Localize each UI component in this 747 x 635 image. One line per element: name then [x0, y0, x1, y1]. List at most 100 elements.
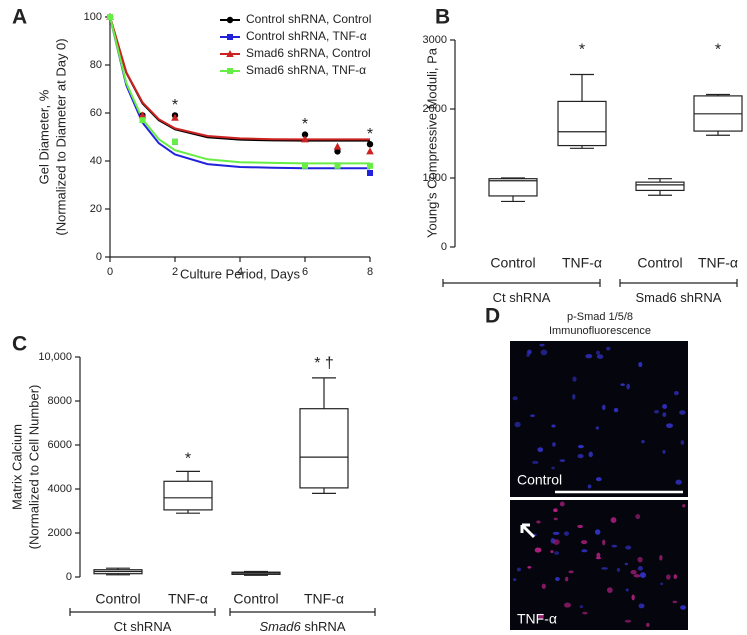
cell — [624, 619, 632, 623]
cell — [531, 460, 539, 465]
data-point — [172, 138, 178, 145]
data-point — [366, 147, 374, 155]
category-label: TNF-α — [304, 591, 344, 607]
y-axis-label: (Normalized to Cell Number) — [26, 385, 41, 550]
cell — [537, 447, 544, 453]
cell — [553, 508, 558, 513]
y-tick-label: 0 — [441, 241, 447, 253]
cell — [606, 587, 613, 594]
cell — [659, 555, 663, 561]
cell — [559, 501, 565, 507]
y-axis-label: (Normalized to Diameter at Day 0) — [53, 38, 68, 235]
cell — [613, 407, 619, 413]
cell — [602, 404, 606, 411]
cell — [638, 361, 643, 368]
panel-label: D — [485, 305, 500, 328]
y-tick-label: 20 — [90, 203, 102, 215]
legend-marker — [227, 34, 233, 40]
panel-label: A — [12, 6, 27, 29]
cell — [565, 576, 569, 582]
data-point — [301, 131, 309, 138]
fit-curve — [109, 16, 370, 170]
cell — [646, 622, 650, 627]
x-tick-label: 2 — [172, 266, 178, 278]
y-axis-label: Young’s Compressive Moduli, Pa — [424, 47, 439, 238]
y-tick-label: 1000 — [423, 172, 447, 184]
image-title: Immunofluorescence — [549, 325, 651, 337]
cell — [568, 570, 574, 574]
cell — [563, 531, 570, 536]
annotation: * — [172, 97, 178, 114]
annotation: * — [715, 42, 721, 59]
cell — [539, 343, 545, 347]
fit-curve — [109, 16, 370, 141]
cell — [595, 426, 600, 430]
cell — [564, 602, 571, 608]
cell — [654, 410, 659, 414]
cell — [631, 594, 635, 601]
cell — [635, 514, 641, 520]
cell — [582, 611, 588, 615]
legend-marker — [226, 50, 234, 57]
group-label-part: Ct shRNA — [114, 619, 172, 634]
cell — [553, 539, 560, 545]
x-tick-label: 0 — [107, 266, 113, 278]
cell — [672, 600, 678, 604]
cell — [572, 376, 577, 382]
data-point — [367, 170, 373, 176]
cell — [577, 444, 584, 449]
category-label: Control — [233, 591, 278, 607]
cell — [587, 484, 592, 489]
y-tick-label: 40 — [90, 155, 102, 167]
data-point — [334, 162, 341, 169]
cell — [596, 552, 601, 558]
legend-marker — [227, 68, 233, 74]
fit-curve — [109, 16, 370, 165]
x-tick-label: 4 — [237, 266, 243, 278]
cell — [540, 349, 548, 356]
data-point — [301, 135, 309, 143]
cell — [588, 451, 593, 458]
cell — [675, 479, 682, 485]
cell — [555, 577, 560, 582]
legend-marker — [226, 16, 234, 24]
cell — [572, 393, 576, 400]
cell — [662, 449, 666, 454]
legend-label: Control shRNA, TNF-α — [246, 29, 367, 43]
y-tick-label: 100 — [84, 11, 102, 23]
arrow — [520, 523, 536, 539]
cell — [624, 562, 629, 566]
cell — [527, 566, 532, 569]
cell — [616, 567, 621, 572]
cell — [601, 567, 608, 570]
data-point — [302, 162, 308, 169]
cell — [625, 545, 632, 550]
legend-label: Control shRNA, Control — [246, 12, 371, 26]
cell — [666, 423, 673, 429]
box — [299, 408, 349, 489]
y-tick-label: 80 — [90, 59, 102, 71]
panel-label: C — [12, 333, 27, 356]
group-label-part: Smad6 — [260, 619, 302, 634]
cell — [633, 574, 641, 578]
annotation: * — [579, 42, 585, 59]
box — [163, 480, 213, 511]
cell — [530, 414, 535, 417]
annotation: * † — [314, 355, 334, 372]
cell — [680, 605, 687, 610]
data-point — [107, 14, 113, 20]
cell — [638, 603, 645, 609]
group-label: Ct shRNA — [114, 619, 172, 634]
cell — [639, 572, 646, 579]
y-axis-label: Gel Diameter, % — [36, 89, 51, 184]
cell — [581, 549, 588, 553]
data-point — [333, 142, 342, 150]
cell — [673, 574, 678, 580]
annotation: * — [185, 451, 191, 468]
cell — [682, 504, 686, 508]
group-bracket — [69, 608, 216, 616]
y-tick-label: 60 — [90, 107, 102, 119]
cell — [595, 477, 602, 482]
cell — [641, 440, 645, 444]
